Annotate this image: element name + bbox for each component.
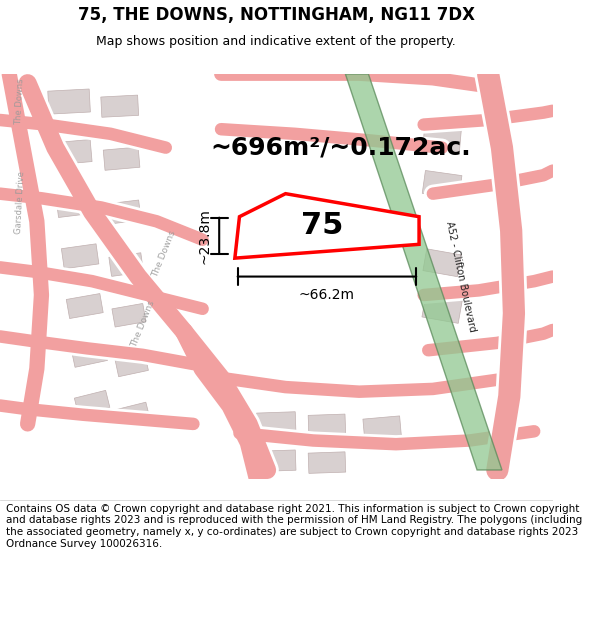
- Bar: [101, 95, 139, 118]
- Bar: [257, 450, 296, 471]
- Bar: [257, 412, 296, 436]
- Bar: [117, 402, 150, 426]
- Bar: [363, 416, 401, 441]
- Bar: [56, 192, 95, 218]
- Bar: [112, 304, 146, 327]
- Bar: [308, 452, 346, 473]
- Text: Garsdale Drive: Garsdale Drive: [14, 171, 26, 234]
- Bar: [422, 294, 462, 323]
- Text: 75, THE DOWNS, NOTTINGHAM, NG11 7DX: 75, THE DOWNS, NOTTINGHAM, NG11 7DX: [78, 6, 475, 24]
- Bar: [66, 294, 103, 319]
- Bar: [308, 414, 346, 437]
- Text: ~23.8m: ~23.8m: [198, 208, 212, 264]
- Bar: [48, 89, 91, 114]
- Bar: [103, 147, 140, 170]
- Bar: [423, 126, 461, 151]
- Bar: [423, 249, 461, 277]
- Text: Contains OS data © Crown copyright and database right 2021. This information is : Contains OS data © Crown copyright and d…: [5, 504, 582, 549]
- Bar: [422, 171, 462, 198]
- Text: 75: 75: [301, 211, 344, 241]
- Bar: [71, 342, 107, 367]
- Text: A52 - Clifton Boulevard: A52 - Clifton Boulevard: [444, 221, 477, 332]
- Bar: [106, 200, 141, 224]
- Text: The Downs: The Downs: [14, 78, 26, 125]
- Bar: [109, 253, 143, 276]
- Polygon shape: [235, 194, 419, 258]
- Bar: [61, 244, 99, 269]
- Text: The Downs: The Downs: [151, 229, 178, 278]
- Text: Map shows position and indicative extent of the property.: Map shows position and indicative extent…: [97, 35, 456, 48]
- Polygon shape: [346, 74, 502, 470]
- Bar: [74, 391, 110, 415]
- Bar: [52, 139, 92, 165]
- Text: ~696m²/~0.172ac.: ~696m²/~0.172ac.: [211, 136, 471, 159]
- Text: ~66.2m: ~66.2m: [299, 288, 355, 302]
- Text: The Downs: The Downs: [129, 300, 156, 349]
- Bar: [115, 353, 148, 377]
